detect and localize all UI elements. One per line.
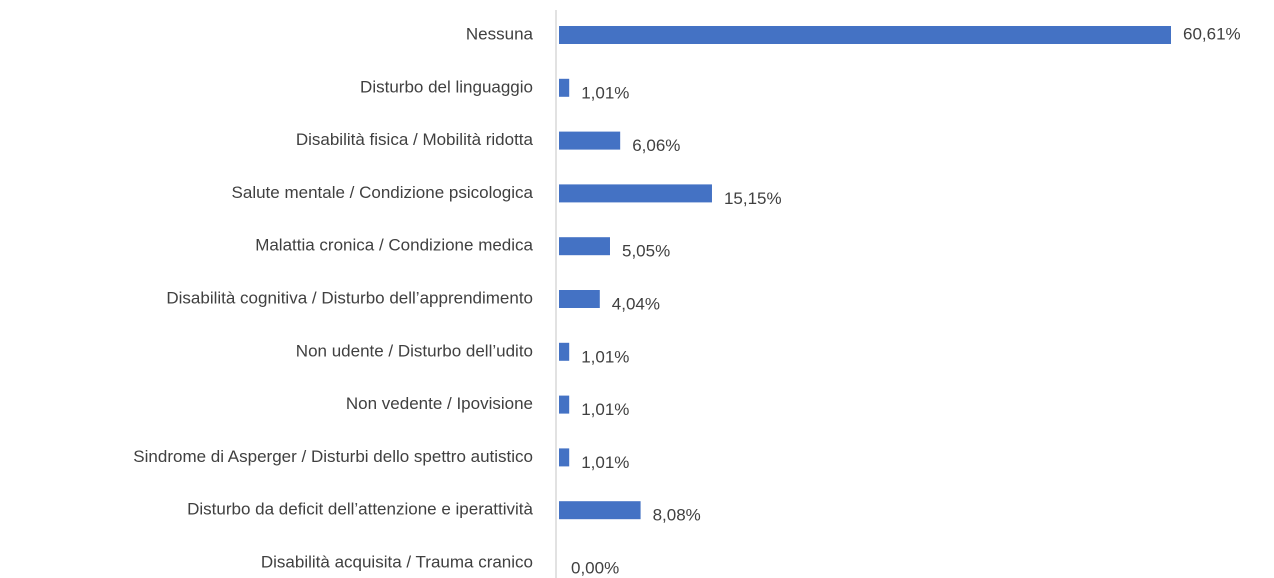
value-label: 8,08% [653,506,701,525]
bar [559,290,600,308]
category-label: Malattia cronica / Condizione medica [255,236,533,255]
bar [559,78,570,97]
category-label: Disabilità cognitiva / Disturbo dell’app… [166,288,533,307]
value-label: 60,61% [1183,24,1241,43]
value-label: 4,04% [612,294,660,313]
category-label: Non vedente / Ipovisione [346,394,533,413]
value-label: 1,01% [581,347,629,366]
value-label: 1,01% [581,453,629,472]
bar [559,131,621,150]
value-label: 1,01% [581,83,629,102]
bar [559,395,570,414]
bar [559,26,1171,44]
category-label: Disabilità acquisita / Trauma cranico [261,552,533,571]
category-label: Disabilità fisica / Mobilità ridotta [296,130,534,149]
bar [559,501,641,520]
category-label: Disturbo da deficit dell’attenzione e ip… [187,500,533,519]
value-label: 6,06% [632,136,680,155]
category-label: Salute mentale / Condizione psicologica [232,183,534,202]
category-label: Non udente / Disturbo dell’udito [296,341,533,360]
bar [559,448,570,467]
bar [559,184,712,203]
category-label: Disturbo del linguaggio [360,77,533,96]
category-label: Nessuna [466,24,534,43]
category-label: Sindrome di Asperger / Disturbi dello sp… [133,447,533,466]
value-label: 1,01% [581,400,629,419]
value-label: 0,00% [571,558,619,577]
value-label: 5,05% [622,242,670,261]
bar [559,237,610,256]
value-label: 15,15% [724,189,782,208]
bar [559,342,570,361]
